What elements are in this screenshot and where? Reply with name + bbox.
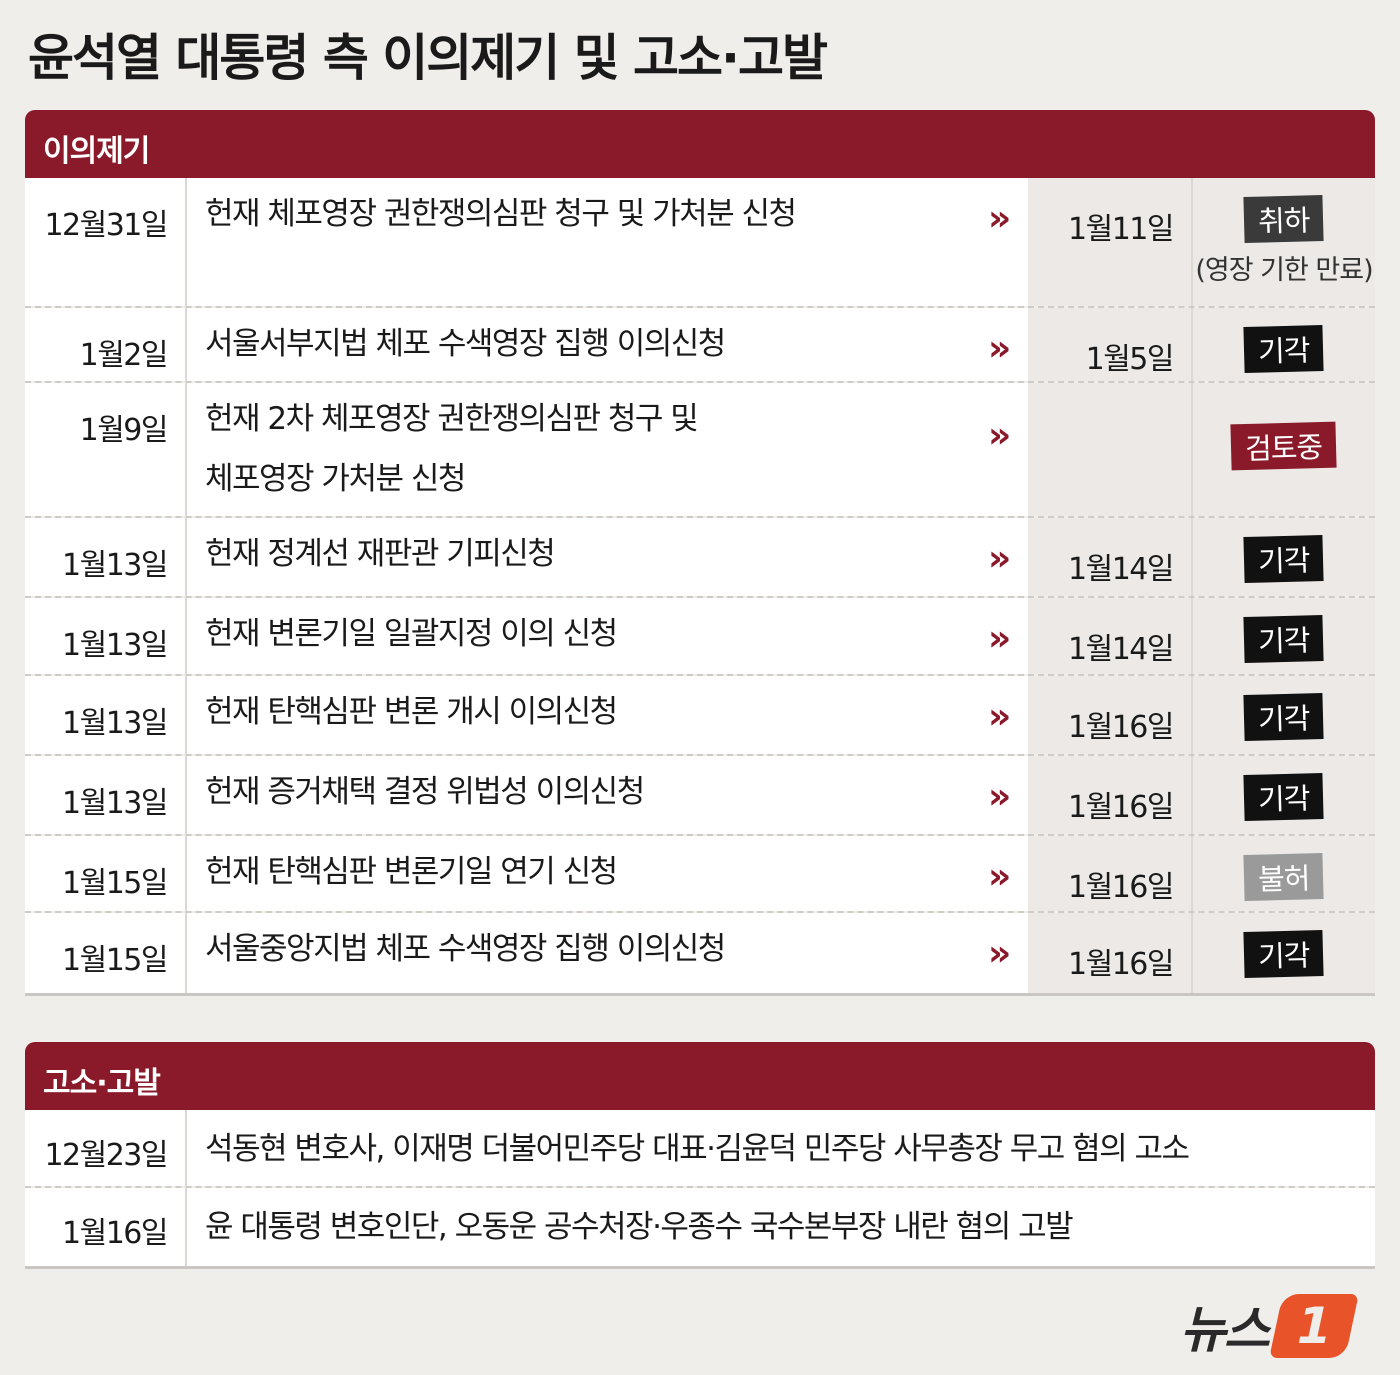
status-badge: 검토중 — [1230, 421, 1338, 471]
objection-row: 1월13일 헌재 변론기일 일괄지정 이의 신청 » 1월14일 기각 — [25, 598, 1375, 676]
objection-result-date: 1월5일 — [1028, 308, 1193, 381]
status-badge: 기각 — [1243, 929, 1325, 979]
complaint-date: 1월16일 — [25, 1188, 187, 1266]
objection-desc-line: 헌재 탄핵심판 변론 개시 이의신청 — [205, 694, 618, 730]
status-badge: 기각 — [1243, 692, 1325, 742]
objection-date: 1월15일 — [25, 836, 187, 911]
objection-desc: 서울중앙지법 체포 수색영장 집행 이의신청 — [187, 913, 988, 993]
objection-date: 1월15일 — [25, 913, 187, 993]
objection-result-date: 1월16일 — [1028, 913, 1193, 993]
objection-row: 1월13일 헌재 탄핵심판 변론 개시 이의신청 » 1월16일 기각 — [25, 676, 1375, 756]
objection-desc: 헌재 정계선 재판관 기피신청 — [187, 518, 988, 596]
complaints-table: 12월23일 석동현 변호사, 이재명 더불어민주당 대표·김윤덕 민주당 사무… — [25, 1110, 1375, 1269]
objection-status: 기각 — [1193, 598, 1375, 674]
objection-desc-line: 헌재 증거채택 결정 위법성 이의신청 — [205, 774, 645, 810]
objection-desc: 헌재 증거채택 결정 위법성 이의신청 — [187, 756, 988, 834]
complaint-desc: 윤 대통령 변호인단, 오동운 공수처장·우종수 국수본부장 내란 혐의 고발 — [187, 1188, 1375, 1266]
objection-result-date: 1월14일 — [1028, 518, 1193, 596]
status-note: (영장 기한 만료) — [1195, 255, 1373, 286]
status-badge: 기각 — [1243, 324, 1325, 374]
logo-mark: 1 — [1269, 1294, 1359, 1358]
objection-row: 12월31일 헌재 체포영장 권한쟁의심판 청구 및 가처분 신청 » 1월11… — [25, 178, 1375, 308]
status-badge: 불허 — [1243, 852, 1325, 902]
objection-date: 1월13일 — [25, 756, 187, 834]
page-title: 윤석열 대통령 측 이의제기 및 고소·고발 — [28, 29, 828, 87]
objection-desc-line: 헌재 정계선 재판관 기피신청 — [205, 536, 556, 572]
objection-desc-line: 서울서부지법 체포 수색영장 집행 이의신청 — [205, 326, 726, 362]
status-badge: 기각 — [1243, 534, 1325, 584]
objection-status: 기각 — [1193, 308, 1375, 381]
double-chevron-right-icon: » — [988, 518, 1028, 596]
news1-logo: 뉴스 1 — [1180, 1290, 1359, 1362]
objection-status: 기각 — [1193, 913, 1375, 993]
complaint-row: 12월23일 석동현 변호사, 이재명 더불어민주당 대표·김윤덕 민주당 사무… — [25, 1110, 1375, 1188]
status-badge: 기각 — [1243, 772, 1325, 822]
objection-status: 기각 — [1193, 518, 1375, 596]
objection-desc-line: 체포영장 가처분 신청 — [205, 461, 466, 497]
complaint-desc: 석동현 변호사, 이재명 더불어민주당 대표·김윤덕 민주당 사무총장 무고 혐… — [187, 1110, 1375, 1186]
logo-text: 뉴스 — [1180, 1301, 1270, 1359]
objection-desc-line: 서울중앙지법 체포 수색영장 집행 이의신청 — [205, 931, 726, 967]
objection-date: 1월2일 — [25, 308, 187, 381]
objection-row: 1월15일 서울중앙지법 체포 수색영장 집행 이의신청 » 1월16일 기각 — [25, 913, 1375, 993]
objection-status: 기각 — [1193, 676, 1375, 754]
double-chevron-right-icon: » — [988, 676, 1028, 754]
objection-desc: 헌재 탄핵심판 변론 개시 이의신청 — [187, 676, 988, 754]
objection-result-date: 1월14일 — [1028, 598, 1193, 674]
objection-result-date: 1월11일 — [1028, 178, 1193, 306]
objection-desc-line: 헌재 체포영장 권한쟁의심판 청구 및 가처분 신청 — [205, 196, 797, 232]
complaint-date: 12월23일 — [25, 1110, 187, 1186]
objection-result-date: 1월16일 — [1028, 836, 1193, 911]
objection-date: 1월13일 — [25, 598, 187, 674]
complaint-row: 1월16일 윤 대통령 변호인단, 오동운 공수처장·우종수 국수본부장 내란 … — [25, 1188, 1375, 1266]
double-chevron-right-icon: » — [988, 756, 1028, 834]
double-chevron-right-icon: » — [988, 383, 1028, 516]
objection-status: 취하 (영장 기한 만료) — [1193, 178, 1375, 306]
objection-status: 기각 — [1193, 756, 1375, 834]
objection-desc: 헌재 체포영장 권한쟁의심판 청구 및 가처분 신청 — [187, 178, 988, 306]
objection-desc-line: 헌재 2차 체포영장 권한쟁의심판 청구 및 — [205, 401, 699, 437]
objection-date: 12월31일 — [25, 178, 187, 306]
objections-table: 12월31일 헌재 체포영장 권한쟁의심판 청구 및 가처분 신청 » 1월11… — [25, 178, 1375, 996]
objection-row: 1월15일 헌재 탄핵심판 변론기일 연기 신청 » 1월16일 불허 — [25, 836, 1375, 913]
objection-date: 1월13일 — [25, 518, 187, 596]
double-chevron-right-icon: » — [988, 178, 1028, 306]
objection-desc: 서울서부지법 체포 수색영장 집행 이의신청 — [187, 308, 988, 381]
objection-row: 1월13일 헌재 정계선 재판관 기피신청 » 1월14일 기각 — [25, 518, 1375, 598]
objection-result-date — [1028, 383, 1193, 516]
objection-status: 검토중 — [1193, 383, 1375, 516]
objection-row: 1월2일 서울서부지법 체포 수색영장 집행 이의신청 » 1월5일 기각 — [25, 308, 1375, 383]
objection-desc: 헌재 변론기일 일괄지정 이의 신청 — [187, 598, 988, 674]
objection-desc: 헌재 탄핵심판 변론기일 연기 신청 — [187, 836, 988, 911]
objection-date: 1월13일 — [25, 676, 187, 754]
status-badge: 취하 — [1243, 194, 1325, 244]
objection-status: 불허 — [1193, 836, 1375, 911]
double-chevron-right-icon: » — [988, 598, 1028, 674]
objection-result-date: 1월16일 — [1028, 676, 1193, 754]
objections-header: 이의제기 — [25, 110, 1375, 178]
objection-desc-line: 헌재 탄핵심판 변론기일 연기 신청 — [205, 854, 618, 890]
objection-date: 1월9일 — [25, 383, 187, 516]
objection-desc-line: 헌재 변론기일 일괄지정 이의 신청 — [205, 616, 618, 652]
double-chevron-right-icon: » — [988, 308, 1028, 381]
status-badge: 기각 — [1243, 614, 1325, 664]
objection-row: 1월13일 헌재 증거채택 결정 위법성 이의신청 » 1월16일 기각 — [25, 756, 1375, 836]
double-chevron-right-icon: » — [988, 836, 1028, 911]
double-chevron-right-icon: » — [988, 913, 1028, 993]
objection-result-date: 1월16일 — [1028, 756, 1193, 834]
complaints-header: 고소·고발 — [25, 1042, 1375, 1110]
